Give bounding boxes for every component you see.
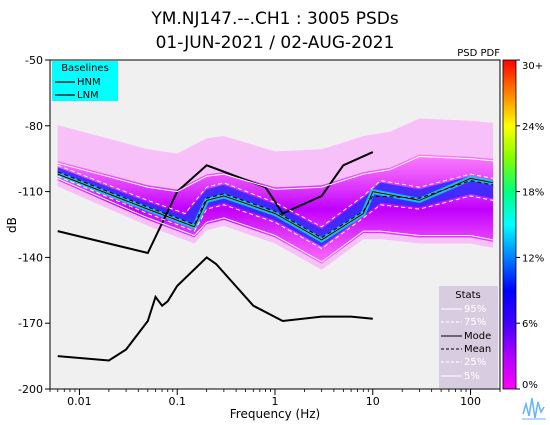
lnm-legend-label: LNM: [77, 90, 99, 101]
logo-icon: [522, 397, 546, 420]
p5-line: [57, 177, 494, 263]
baselines-legend-title: Baselines: [61, 63, 109, 74]
pdf-core-band: [57, 167, 494, 247]
colorbar-title: PSD PDF: [457, 48, 500, 59]
y-tick-label: -170: [18, 317, 43, 330]
axes: 0.01 0.1 1 10 100 -50 -80 -110 -140 -170 -200: [18, 54, 501, 408]
y-tick-label: -80: [25, 120, 43, 133]
mode-legend-label: Mode: [464, 331, 491, 342]
colorbar-tick-label: 12%: [522, 253, 544, 264]
p95-legend-label: 95%: [464, 304, 486, 315]
chart-title: YM.NJ147.--.CH1 : 3005 PSDs: [150, 9, 399, 29]
hnm-legend-label: HNM: [77, 77, 101, 88]
stats-legend-bg: [439, 286, 498, 388]
p75-line: [57, 164, 494, 228]
chart-subtitle: 01-JUN-2021 / 02-AUG-2021: [156, 33, 395, 53]
mean-legend-label: Mean: [464, 344, 491, 355]
colorbar-tick-label: 24%: [522, 122, 544, 133]
x-tick-label: 0.01: [67, 395, 92, 408]
y-tick-label: -110: [18, 186, 43, 199]
stats-legend-title: Stats: [455, 290, 481, 301]
p95-line: [57, 155, 494, 193]
x-tick-label: 100: [460, 395, 481, 408]
colorbar-tick-label: 30+: [522, 61, 543, 72]
colorbar-tick-label: 6%: [522, 319, 538, 330]
lnm-line: [57, 256, 373, 362]
p5-legend-label: 5%: [464, 371, 480, 382]
y-tick-label: -200: [18, 383, 43, 396]
x-tick-label: 10: [366, 395, 380, 408]
y-tick-label: -140: [18, 251, 43, 264]
series-layer: [57, 151, 494, 362]
baselines-legend: Baselines HNM LNM: [52, 61, 118, 101]
y-tick-label: -50: [25, 54, 43, 67]
x-tick-label: 0.1: [168, 395, 186, 408]
x-tick-label: 1: [272, 395, 279, 408]
p75-legend-label: 75%: [464, 317, 486, 328]
y-axis-label: dB: [5, 217, 19, 233]
mode-line: [57, 173, 494, 241]
stats-legend: Stats 95% 75% Mode Mean 25% 5%: [439, 286, 498, 388]
colorbar-tick-label: 0%: [522, 380, 538, 391]
colorbar-ticks: 0% 6% 12% 18% 24% 30+: [516, 59, 544, 391]
baselines-legend-bg: [52, 61, 118, 101]
hnm-line: [57, 151, 374, 255]
p25-legend-label: 25%: [464, 357, 486, 368]
colorbar-tick-label: 18%: [522, 188, 544, 199]
colorbar: [502, 59, 517, 390]
mean-line: [57, 171, 494, 239]
x-axis-label: Frequency (Hz): [230, 407, 321, 421]
